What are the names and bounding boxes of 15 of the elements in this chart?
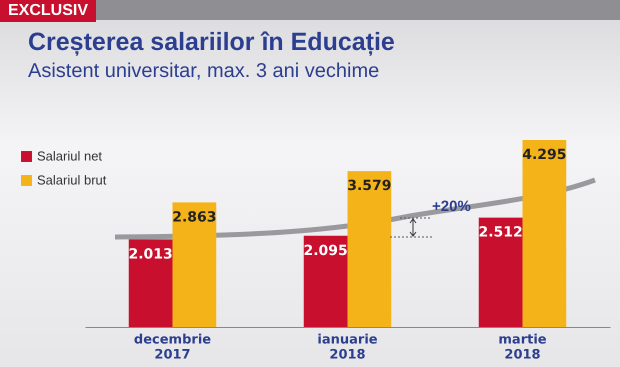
- data-label: 2.095: [303, 242, 348, 259]
- legend-label: Salariul net: [37, 148, 102, 164]
- text: EXCLUSIV: [0, 0, 96, 22]
- x-tick-label: martie 2018: [498, 332, 547, 362]
- data-label: 4.295: [522, 147, 567, 163]
- chart-title: Creșterea salariilor în Educație: [28, 28, 395, 57]
- data-label: 2.863: [172, 209, 217, 226]
- data-label: 2.512: [478, 224, 523, 241]
- x-tick-label: ianuarie 2018: [317, 332, 378, 362]
- legend-label: Salariul brut: [37, 172, 107, 188]
- data-label: 2.013: [128, 246, 173, 262]
- annotation: +20%: [432, 198, 471, 215]
- x-tick-label: decembrie 2017: [134, 332, 212, 362]
- data-label: 3.579: [347, 178, 392, 194]
- chart-subtitle: Asistent universitar, max. 3 ani vechime: [28, 60, 380, 83]
